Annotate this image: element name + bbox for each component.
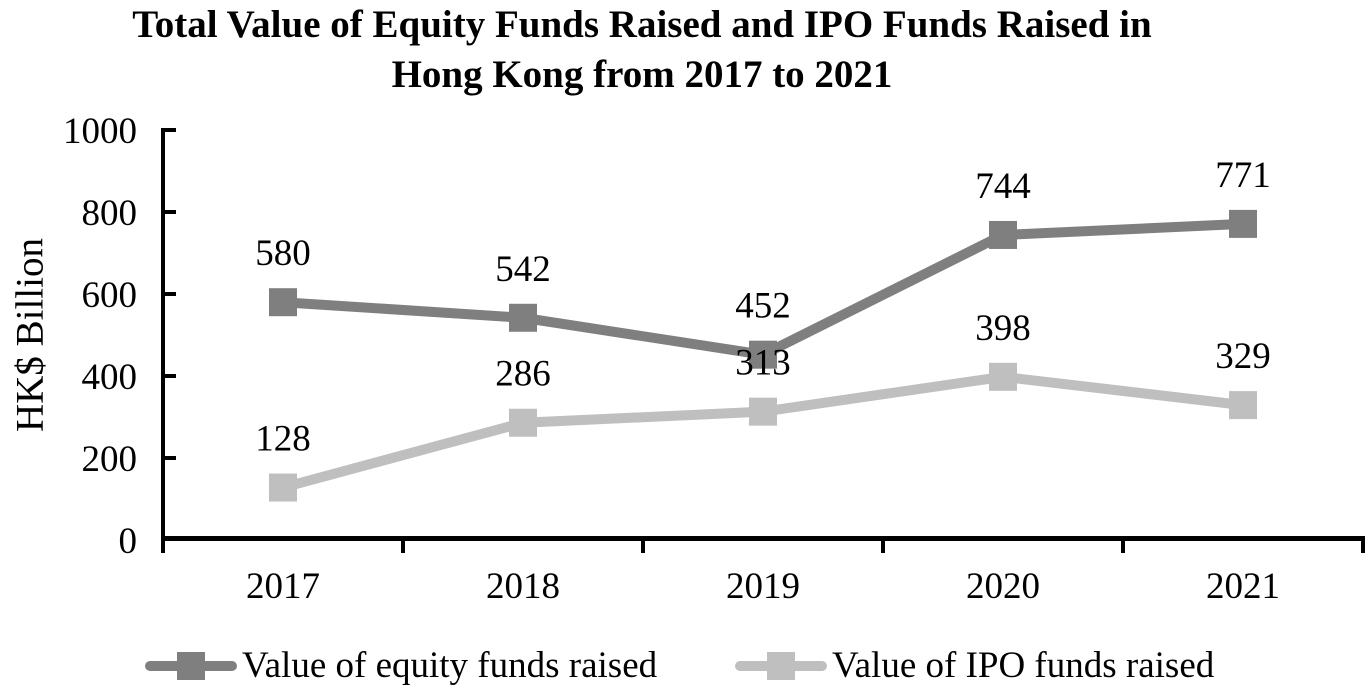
data-point-label: 744: [975, 166, 1031, 207]
data-point-marker: [269, 473, 297, 502]
data-point-label: 542: [495, 249, 551, 290]
chart-title: Total Value of Equity Funds Raised and I…: [0, 0, 1284, 100]
x-axis-category-label: 2017: [246, 566, 320, 607]
data-point-label: 580: [255, 233, 311, 274]
data-point-marker: [509, 408, 537, 437]
y-axis-tick-label: 0: [119, 521, 138, 562]
x-axis-category-label: 2019: [726, 566, 800, 607]
legend-item-equity-funds: Value of equity funds raised: [145, 644, 657, 688]
legend-label-equity-funds: Value of equity funds raised: [242, 645, 658, 686]
data-point-label: 329: [1215, 336, 1271, 377]
data-point-label: 452: [735, 286, 791, 327]
y-axis-tick-label: 1000: [63, 111, 137, 152]
legend-label-ipo-funds: Value of IPO funds raised: [832, 645, 1215, 686]
x-axis-category-label: 2021: [1206, 566, 1280, 607]
legend-square-swatch: [177, 652, 205, 680]
data-point-marker: [509, 303, 537, 332]
data-point-marker: [749, 397, 777, 426]
y-axis-tick-label: 600: [82, 275, 138, 316]
data-point-marker: [269, 288, 297, 317]
data-point-marker: [1229, 391, 1257, 420]
chart-title-line-1: Total Value of Equity Funds Raised and I…: [132, 3, 1152, 46]
y-axis-tick-label: 400: [82, 357, 138, 398]
y-axis-tick-label: 800: [82, 193, 138, 234]
series-line: [281, 371, 1244, 493]
data-point-label: 286: [495, 354, 551, 395]
data-point-label: 128: [255, 419, 311, 460]
y-axis-tick-label: 200: [82, 439, 138, 480]
x-axis-category-label: 2020: [966, 566, 1040, 607]
legend-marker-ipo-funds: [735, 652, 827, 680]
data-point-label: 398: [975, 308, 1031, 349]
legend-square-swatch: [767, 652, 795, 680]
data-point-marker: [1229, 209, 1257, 238]
data-point-marker: [749, 340, 777, 369]
chart-title-line-2: Hong Kong from 2017 to 2021: [391, 53, 893, 96]
data-point-marker: [989, 362, 1017, 391]
legend-marker-equity-funds: [145, 652, 237, 680]
legend-item-ipo-funds: Value of IPO funds raised: [735, 644, 1214, 688]
data-point-label: 771: [1215, 155, 1271, 196]
x-axis-category-label: 2018: [486, 566, 560, 607]
data-point-marker: [989, 220, 1017, 249]
data-point-label: 313: [735, 343, 791, 384]
